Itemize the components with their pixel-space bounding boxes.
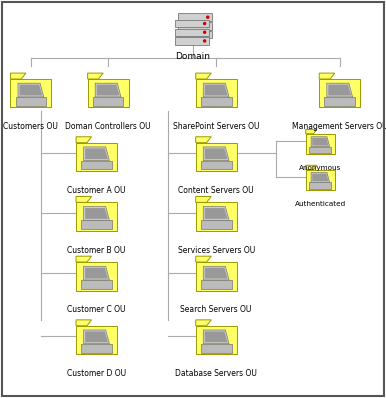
FancyBboxPatch shape [76,143,117,171]
FancyBboxPatch shape [178,22,212,29]
Text: Services Servers OU: Services Servers OU [178,246,255,255]
Text: Management Servers OU: Management Servers OU [292,122,386,131]
Polygon shape [85,268,108,279]
Polygon shape [196,137,211,143]
Polygon shape [85,148,108,159]
Polygon shape [10,73,26,79]
FancyBboxPatch shape [324,97,355,106]
Circle shape [207,16,209,18]
FancyBboxPatch shape [196,262,237,291]
Text: Doman Controllers OU: Doman Controllers OU [65,122,151,131]
FancyBboxPatch shape [88,79,129,107]
Polygon shape [205,85,227,96]
Polygon shape [205,268,227,279]
Polygon shape [311,173,330,182]
Text: Content Servers OU: Content Servers OU [178,186,254,195]
Text: SharePoint Servers OU: SharePoint Servers OU [173,122,259,131]
FancyBboxPatch shape [15,97,46,106]
Polygon shape [76,197,91,202]
FancyBboxPatch shape [201,280,232,289]
Polygon shape [203,83,229,97]
Polygon shape [97,85,119,96]
Polygon shape [196,320,211,326]
Polygon shape [205,332,227,342]
Polygon shape [84,207,109,220]
Polygon shape [84,330,109,344]
Polygon shape [95,83,121,97]
Polygon shape [85,208,108,219]
Polygon shape [319,73,335,79]
Text: Customer C OU: Customer C OU [67,305,126,314]
Circle shape [207,33,209,35]
Polygon shape [203,266,229,280]
FancyBboxPatch shape [201,220,232,229]
Polygon shape [312,138,328,146]
FancyBboxPatch shape [319,79,360,107]
FancyBboxPatch shape [178,14,212,21]
Polygon shape [306,129,317,134]
Text: Customer D OU: Customer D OU [67,369,126,378]
Circle shape [204,23,206,25]
Polygon shape [20,85,42,96]
Polygon shape [76,320,91,326]
FancyBboxPatch shape [81,220,112,229]
FancyBboxPatch shape [175,20,209,27]
Text: Anonymous: Anonymous [299,165,342,171]
Text: Customer B OU: Customer B OU [67,246,126,255]
FancyBboxPatch shape [201,97,232,106]
Polygon shape [203,207,229,220]
Polygon shape [205,148,227,159]
FancyBboxPatch shape [196,202,237,231]
FancyBboxPatch shape [175,37,209,45]
Polygon shape [327,83,352,97]
Polygon shape [84,147,109,161]
FancyBboxPatch shape [201,344,232,353]
FancyBboxPatch shape [306,134,335,154]
FancyBboxPatch shape [201,161,232,170]
Polygon shape [205,208,227,219]
Polygon shape [328,85,351,96]
FancyBboxPatch shape [76,326,117,354]
Polygon shape [85,332,108,342]
Polygon shape [88,73,103,79]
FancyBboxPatch shape [178,31,212,38]
FancyBboxPatch shape [310,146,332,153]
Polygon shape [311,137,330,146]
Polygon shape [203,330,229,344]
Text: Search Servers OU: Search Servers OU [181,305,252,314]
FancyBboxPatch shape [81,344,112,353]
Polygon shape [18,83,44,97]
FancyBboxPatch shape [81,280,112,289]
Polygon shape [306,165,317,170]
Text: Authenticated: Authenticated [295,201,346,207]
Text: Domain: Domain [176,52,210,61]
Polygon shape [312,174,328,181]
Polygon shape [76,256,91,262]
FancyBboxPatch shape [196,79,237,107]
Polygon shape [203,147,229,161]
Polygon shape [76,137,91,143]
Text: Customer A OU: Customer A OU [67,186,126,195]
Polygon shape [196,256,211,262]
FancyBboxPatch shape [93,97,124,106]
Circle shape [204,40,206,42]
Text: Customers OU: Customers OU [3,122,58,131]
FancyBboxPatch shape [76,262,117,291]
FancyBboxPatch shape [10,79,51,107]
Circle shape [204,31,206,33]
Polygon shape [196,197,211,202]
FancyBboxPatch shape [175,29,209,36]
FancyBboxPatch shape [76,202,117,231]
Polygon shape [196,73,211,79]
Text: Database Servers OU: Database Servers OU [175,369,257,378]
FancyBboxPatch shape [196,143,237,171]
FancyBboxPatch shape [81,161,112,170]
Polygon shape [84,266,109,280]
Circle shape [207,25,209,27]
FancyBboxPatch shape [306,170,335,190]
FancyBboxPatch shape [196,326,237,354]
FancyBboxPatch shape [310,182,332,189]
